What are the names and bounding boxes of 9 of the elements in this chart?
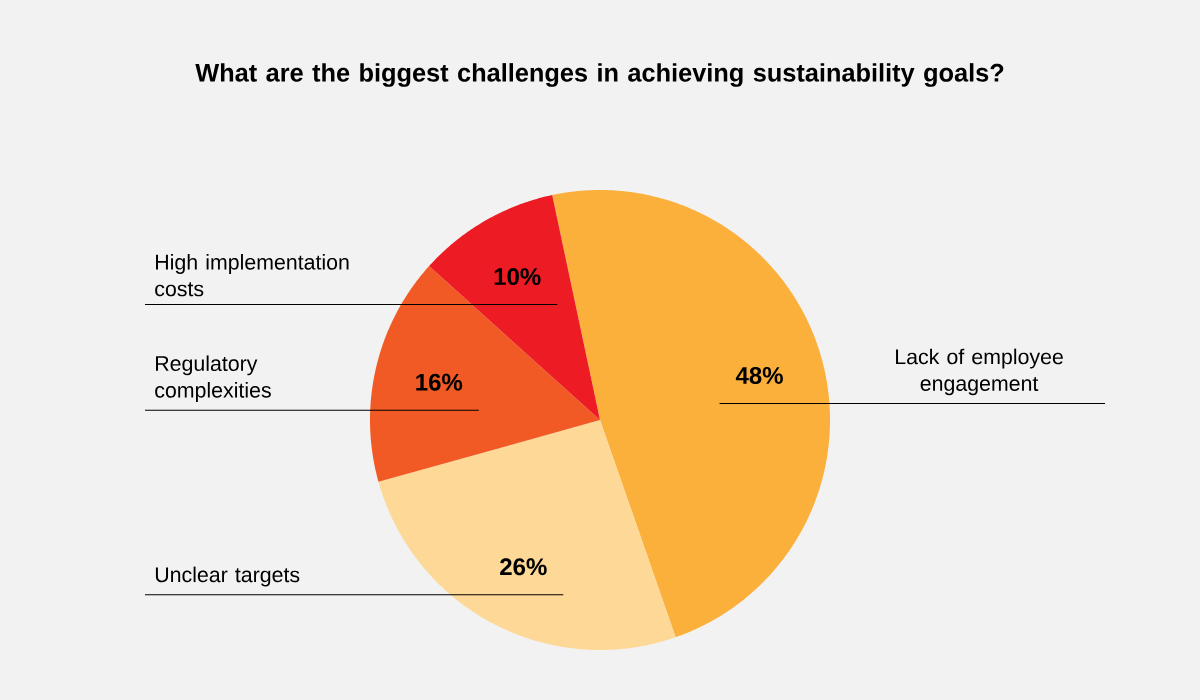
slice-label: Unclear targets xyxy=(155,566,300,587)
slice-label: Lack of employee engagement xyxy=(896,348,1063,396)
data-label: 26% xyxy=(500,558,547,576)
chart-title: What are the biggest challenges in achieving sustainability goals? xyxy=(195,63,1004,87)
data-label: 48% xyxy=(735,366,783,384)
slice-label: High implementation costs xyxy=(155,253,349,297)
slice-label: Regulatory complexities xyxy=(155,355,271,402)
data-label: 16% xyxy=(416,373,463,391)
data-label: 10% xyxy=(494,268,541,286)
